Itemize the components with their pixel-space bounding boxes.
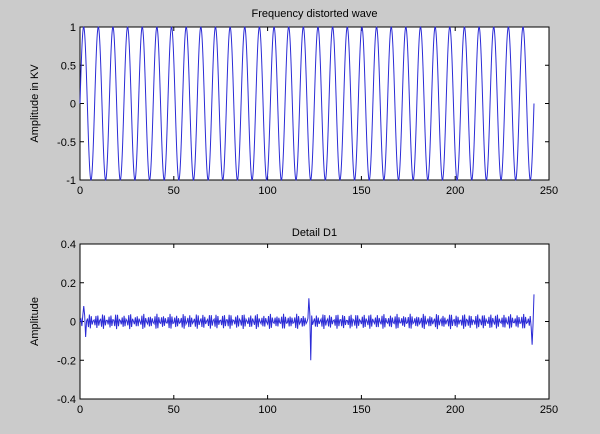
ticks-top: 0 50 100 150 200 250 -1 -0.5 0 0.5 1 [57,22,558,197]
y-tick-label: 0.4 [61,239,76,251]
x-tick-label: 50 [168,185,180,197]
chart-title-top: Frequency distorted wave [252,8,378,20]
ticks-bottom: 0 50 100 150 200 250 -0.4 -0.2 0 0.2 0.4 [57,239,558,416]
series-line-bottom [79,294,535,361]
x-tick-label: 0 [77,185,83,197]
y-axis-label-bottom: Amplitude [29,297,41,346]
x-tick-label: 100 [258,404,276,416]
series-line-top [79,26,535,181]
y-tick-label: -0.4 [57,394,76,406]
x-tick-label: 50 [168,404,180,416]
y-tick-label: 0 [70,99,76,111]
y-tick-label: 1 [70,22,76,34]
x-tick-label: 150 [352,404,370,416]
y-tick-label: 0 [70,317,76,329]
chart-title-bottom: Detail D1 [292,227,337,239]
y-tick-label: -1 [66,175,76,187]
y-tick-label: 0.5 [61,60,76,72]
x-tick-label: 150 [352,185,370,197]
y-tick-label: 0.2 [61,278,76,290]
x-tick-label: 200 [446,185,464,197]
y-axis-label-top: Amplitude in KV [29,64,41,143]
y-tick-label: -0.5 [57,137,76,149]
plot-detail-d1: Detail D1 Amplitude 0 50 100 150 200 250 -0.4 -… [29,227,558,416]
x-tick-label: 100 [258,185,276,197]
plot-frequency-distorted-wave: Frequency distorted wave Amplitude in KV… [29,8,558,197]
y-tick-label: -0.2 [57,355,76,367]
x-tick-label: 200 [446,404,464,416]
x-tick-label: 250 [540,404,558,416]
x-tick-label: 250 [540,185,558,197]
x-tick-label: 0 [77,404,83,416]
